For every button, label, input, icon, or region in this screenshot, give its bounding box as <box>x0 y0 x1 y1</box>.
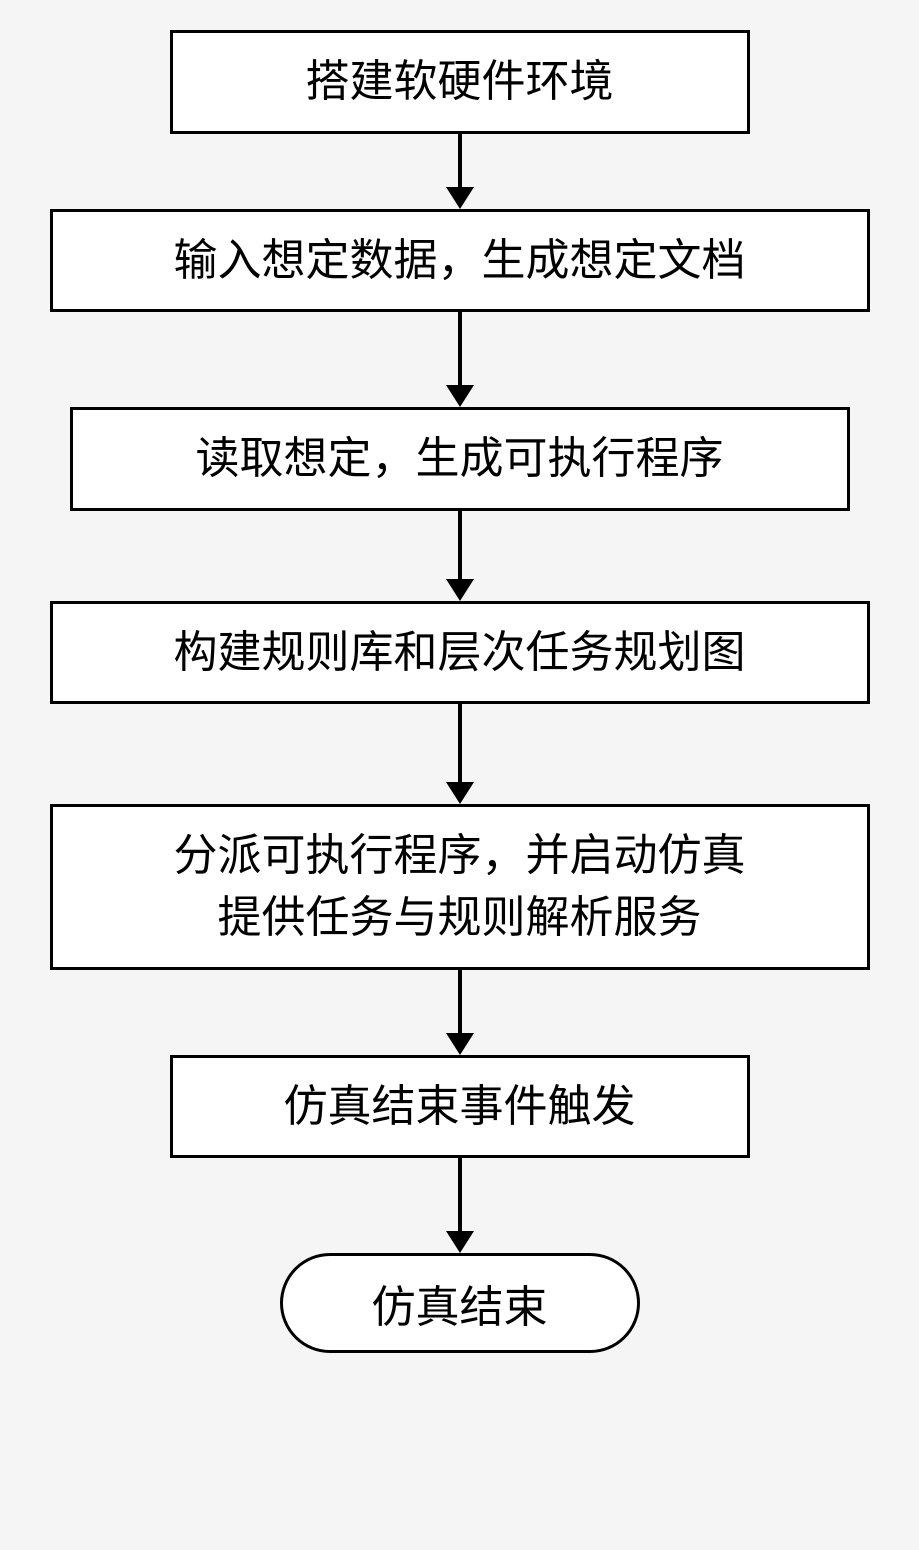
arrow-line <box>458 312 462 385</box>
node-label: 仿真结束事件触发 <box>284 1082 636 1131</box>
process-node-6: 仿真结束事件触发 <box>170 1055 750 1159</box>
arrow-1 <box>446 134 474 209</box>
arrow-line <box>458 134 462 187</box>
process-node-1: 搭建软硬件环境 <box>170 30 750 134</box>
arrow-head-icon <box>446 187 474 209</box>
node-label: 读取想定，生成可执行程序 <box>196 434 724 483</box>
arrow-5 <box>446 970 474 1055</box>
process-node-2: 输入想定数据，生成想定文档 <box>50 209 870 313</box>
arrow-head-icon <box>446 1231 474 1253</box>
node-label: 仿真结束 <box>372 1283 548 1332</box>
arrow-2 <box>446 312 474 407</box>
arrow-head-icon <box>446 1033 474 1055</box>
arrow-line <box>458 970 462 1033</box>
arrow-line <box>458 704 462 782</box>
arrow-3 <box>446 511 474 601</box>
arrow-head-icon <box>446 385 474 407</box>
terminator-node: 仿真结束 <box>280 1253 640 1353</box>
process-node-4: 构建规则库和层次任务规划图 <box>50 601 870 705</box>
flowchart: 搭建软硬件环境 输入想定数据，生成想定文档 读取想定，生成可执行程序 构建规则库… <box>0 30 919 1353</box>
node-label: 构建规则库和层次任务规划图 <box>174 628 746 677</box>
arrow-line <box>458 1158 462 1231</box>
node-label: 搭建软硬件环境 <box>306 57 614 106</box>
arrow-6 <box>446 1158 474 1253</box>
node-label-line1: 分派可执行程序，并启动仿真 <box>174 831 746 880</box>
arrow-4 <box>446 704 474 804</box>
process-node-5: 分派可执行程序，并启动仿真 提供任务与规则解析服务 <box>50 804 870 969</box>
arrow-head-icon <box>446 579 474 601</box>
node-label-line2: 提供任务与规则解析服务 <box>218 893 702 942</box>
arrow-line <box>458 511 462 579</box>
process-node-3: 读取想定，生成可执行程序 <box>70 407 850 511</box>
arrow-head-icon <box>446 782 474 804</box>
node-label: 输入想定数据，生成想定文档 <box>174 236 746 285</box>
